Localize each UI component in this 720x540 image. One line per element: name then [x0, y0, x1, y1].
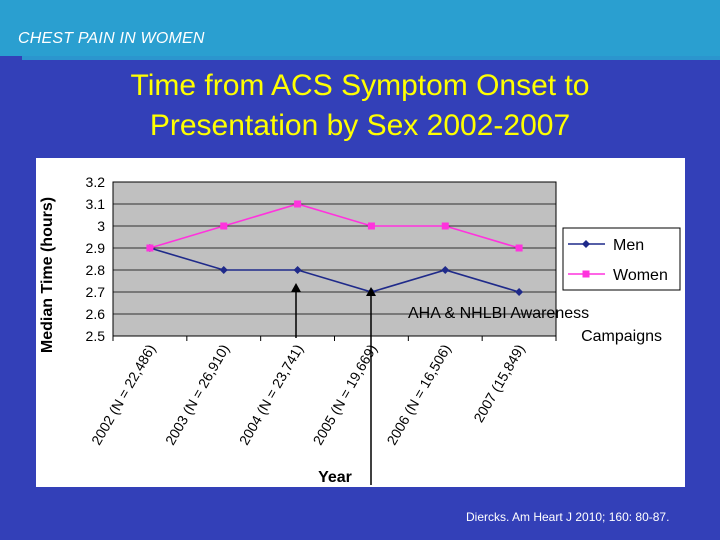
slide-title-line2: Presentation by Sex 2002-2007 — [149, 109, 571, 142]
y-tick-label: 3 — [97, 218, 105, 234]
y-tick-label: 3.2 — [86, 174, 106, 190]
point-women — [515, 244, 523, 252]
point-men — [441, 266, 450, 274]
point-men — [219, 266, 228, 274]
citation: Diercks. Am Heart J 2010; 160: 80-87. — [466, 510, 670, 524]
y-tick-label: 3.1 — [86, 196, 106, 212]
arrow-2004 — [291, 283, 301, 338]
legend-marker-men — [582, 240, 590, 248]
y-axis-title: Median Time (hours) — [39, 197, 56, 353]
point-men — [293, 266, 302, 274]
point-women — [294, 200, 302, 208]
y-tick-label: 2.8 — [86, 262, 106, 278]
header-bar — [0, 0, 720, 56]
legend-marker-women — [582, 270, 590, 278]
legend-label-men: Men — [613, 237, 644, 254]
series-line-men — [149, 247, 520, 293]
point-women — [367, 222, 375, 230]
y-tick-label: 2.5 — [86, 328, 106, 344]
slide-title: Time from ACS Symptom Onset to Presentat… — [40, 66, 680, 146]
y-tick-label: 2.6 — [86, 306, 106, 322]
point-women — [220, 222, 228, 230]
campaign-annotation: AHA & NHLBI Awareness Campaigns — [408, 302, 664, 348]
point-men — [515, 288, 524, 296]
chart-panel: 2.5 2.6 2.7 2.8 2.9 3 3.1 3.2 2002 (N = 22,486) 2… — [36, 158, 685, 487]
section-label: CHEST PAIN IN WOMEN — [18, 30, 205, 47]
x-axis-title: Year — [318, 469, 352, 486]
series-line-women — [149, 203, 520, 249]
legend-label-women: Women — [613, 267, 668, 284]
point-women — [146, 244, 154, 252]
header-divider — [22, 56, 720, 60]
y-tick-label: 2.7 — [86, 284, 106, 300]
arrow-2005 — [366, 287, 376, 485]
annotation-line2: Campaigns — [581, 328, 662, 345]
slide-title-line1: Time from ACS Symptom Onset to — [130, 69, 590, 102]
legend-box — [562, 227, 681, 291]
annotation-line1: AHA & NHLBI Awareness — [408, 305, 590, 322]
y-tick-label: 2.9 — [86, 240, 106, 256]
point-women — [441, 222, 449, 230]
